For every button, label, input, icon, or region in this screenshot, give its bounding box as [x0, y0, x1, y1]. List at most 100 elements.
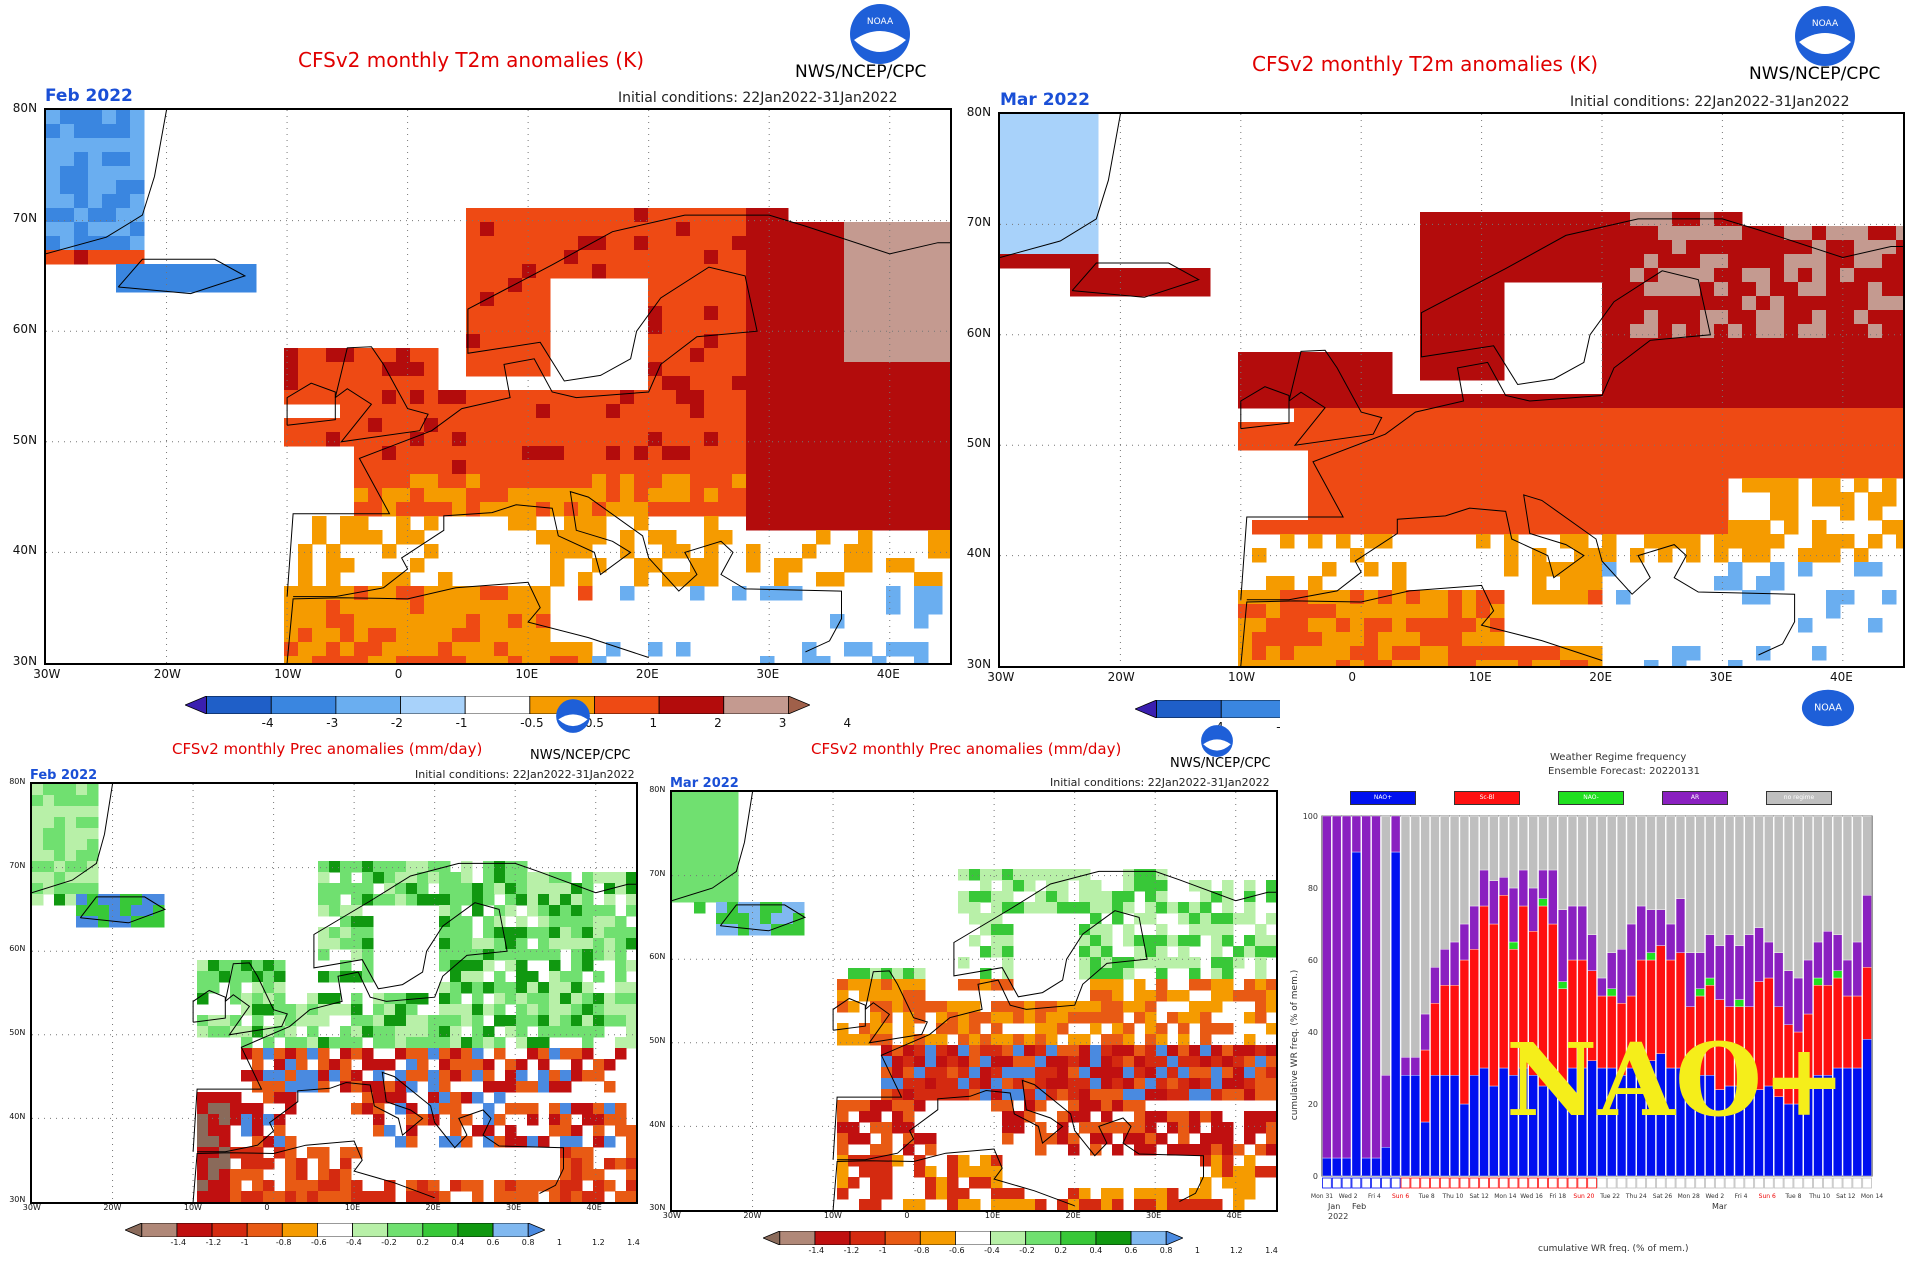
anomaly-cell [886, 390, 901, 405]
anomaly-cell [1742, 520, 1757, 535]
anomaly-cell [991, 1034, 1003, 1046]
anomaly-cell [1090, 1045, 1102, 1057]
longitude-label: 0 [1348, 670, 1357, 684]
anomaly-cell [928, 586, 943, 601]
anomaly-cell [802, 292, 817, 307]
anomaly-cell [1178, 1078, 1190, 1090]
anomaly-cell [1167, 1144, 1179, 1156]
anomaly-cell [564, 642, 579, 657]
anomaly-cell [1238, 618, 1253, 633]
anomaly-cell [395, 861, 407, 873]
anomaly-cell [1244, 1012, 1256, 1024]
anomaly-cell [1046, 891, 1058, 903]
anomaly-cell [1252, 632, 1267, 647]
anomaly-cell [582, 927, 594, 939]
anomaly-cell [1574, 436, 1589, 451]
anomaly-cell [816, 236, 831, 251]
anomaly-cell [461, 949, 473, 961]
anomaly-cell [925, 1089, 937, 1101]
anomaly-cell [615, 971, 627, 983]
anomaly-cell [1112, 1067, 1124, 1079]
regime-hatch-cell [1646, 1177, 1656, 1189]
anomaly-cell [373, 1026, 385, 1038]
anomaly-cell [802, 348, 817, 363]
anomaly-cell [872, 376, 887, 391]
anomaly-cell [1854, 478, 1869, 493]
precipitation-colorbar [123, 1222, 547, 1238]
anomaly-cell [1756, 310, 1771, 325]
anomaly-cell [263, 1048, 275, 1060]
anomaly-cell [578, 488, 593, 503]
anomaly-cell [900, 390, 915, 405]
anomaly-cell [410, 488, 425, 503]
anomaly-field [32, 784, 636, 1202]
anomaly-cell [1024, 1078, 1036, 1090]
colorbar-segment [246, 1222, 283, 1238]
anomaly-cell [1211, 1067, 1223, 1079]
latitude-label: 80N [9, 777, 26, 787]
anomaly-cell [1238, 352, 1253, 367]
anomaly-cell [571, 960, 583, 972]
anomaly-cell [1742, 548, 1757, 563]
anomaly-cell [1644, 478, 1659, 493]
anomaly-cell [439, 1136, 451, 1148]
anomaly-cell [494, 600, 509, 615]
anomaly-cell [900, 222, 915, 237]
anomaly-cell [626, 960, 636, 972]
anomaly-cell [1322, 436, 1337, 451]
anomaly-cell [1134, 935, 1146, 947]
anomaly-cell [340, 586, 355, 601]
anomaly-cell [705, 891, 717, 903]
anomaly-cell [1134, 869, 1146, 881]
anomaly-cell [396, 614, 411, 629]
anomaly-cell [1101, 1133, 1113, 1145]
anomaly-cell [1602, 296, 1617, 311]
anomaly-cell [746, 460, 761, 475]
anomaly-cell [716, 913, 728, 925]
month-label: Feb 2022 [30, 768, 98, 783]
regime-hatch-cell [1764, 1177, 1774, 1189]
anomaly-cell [858, 404, 873, 419]
anomaly-cell [284, 600, 299, 615]
anomaly-cell [969, 1056, 981, 1068]
anomaly-cell [230, 1015, 242, 1027]
anomaly-cell [1560, 646, 1575, 661]
anomaly-cell [43, 806, 55, 818]
anomaly-cell [480, 628, 495, 643]
anomaly-cell [648, 376, 663, 391]
anomaly-cell [494, 861, 506, 873]
regime-bar-segment [1449, 941, 1460, 986]
anomaly-cell [1101, 1012, 1113, 1024]
anomaly-cell [516, 1136, 528, 1148]
anomaly-cell [816, 488, 831, 503]
anomaly-cell [1378, 604, 1393, 619]
anomaly-cell [1014, 184, 1029, 199]
anomaly-cell [571, 1103, 583, 1115]
anomaly-cell [1145, 1056, 1157, 1068]
anomaly-cell [483, 1026, 495, 1038]
anomaly-cell [1178, 1012, 1190, 1024]
anomaly-cell [1518, 478, 1533, 493]
anomaly-cell [197, 1103, 209, 1115]
anomaly-cell [947, 1199, 959, 1210]
anomaly-cell [676, 222, 691, 237]
anomaly-cell [816, 320, 831, 335]
anomaly-cell [1024, 1199, 1036, 1210]
anomaly-cell [1392, 422, 1407, 437]
anomaly-cell [340, 600, 355, 615]
anomaly-cell [508, 250, 523, 265]
anomaly-cell [522, 502, 537, 517]
anomaly-cell [578, 474, 593, 489]
anomaly-cell [452, 474, 467, 489]
anomaly-cell [802, 488, 817, 503]
anomaly-cell [969, 1045, 981, 1057]
latitude-label: 30N [649, 1203, 666, 1213]
regime-bar-segment [1675, 898, 1686, 954]
regime-bar-segment [1499, 815, 1509, 878]
anomaly-cell [683, 869, 695, 881]
regime-bar-segment [1607, 815, 1617, 954]
anomaly-cell [690, 404, 705, 419]
anomaly-cell [1211, 1023, 1223, 1035]
anomaly-cell [439, 905, 451, 917]
anomaly-cell [340, 1169, 352, 1181]
